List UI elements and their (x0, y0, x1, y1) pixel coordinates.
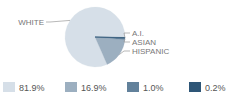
slice-label: A.I. (132, 29, 144, 38)
leader-line (124, 33, 130, 38)
legend-label: 0.2% (205, 83, 226, 93)
chart: A.I.ASIANHISPANIC WHITE 81.9% 16.9% 1.0% 0.2% (0, 0, 240, 100)
legend-swatch (3, 82, 15, 92)
leader-line (124, 39, 130, 42)
pie (65, 7, 125, 67)
legend: 81.9% 16.9% 1.0% 0.2% (3, 82, 226, 93)
legend-label: 16.9% (81, 83, 107, 93)
slice-label: WHITE (18, 18, 44, 27)
slice-label: HISPANIC (132, 47, 169, 56)
legend-swatch (65, 82, 77, 92)
legend-label: 81.9% (19, 83, 45, 93)
legend-label: 1.0% (143, 83, 164, 93)
legend-swatch (127, 82, 139, 92)
pie-slice (95, 37, 125, 40)
pie-slice (95, 37, 125, 39)
leader-line (46, 20, 70, 22)
slice-label: ASIAN (132, 38, 156, 47)
pie-slice (65, 7, 125, 67)
leader-line (119, 51, 130, 55)
legend-swatch (189, 82, 201, 92)
pie-slice (95, 37, 125, 64)
